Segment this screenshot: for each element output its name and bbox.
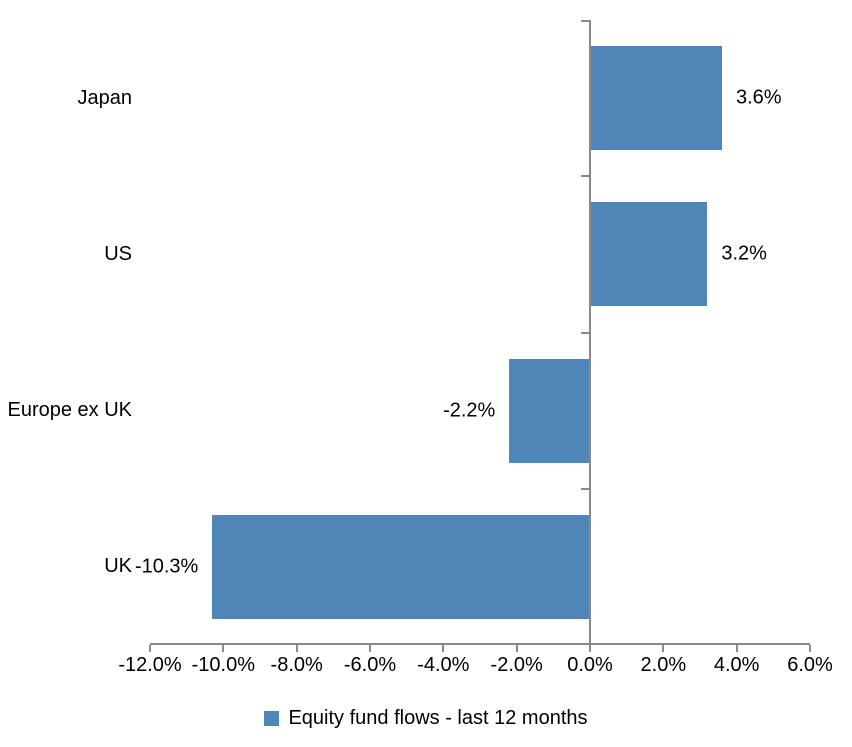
x-axis-tick [809, 645, 811, 652]
x-axis-tick-label: 0.0% [567, 654, 613, 676]
x-axis-tick-label: -6.0% [343, 654, 397, 676]
bar-europe-ex-uk [509, 358, 590, 463]
category-label: Europe ex UK [7, 399, 132, 422]
x-axis-line [150, 643, 810, 645]
x-axis-tick [589, 645, 591, 652]
category-axis: Japan US Europe ex UK UK [0, 20, 132, 645]
zero-axis-line [589, 20, 591, 647]
category-label: Japan [77, 86, 133, 109]
bar-value-label: 3.2% [721, 242, 767, 265]
bar-uk [212, 514, 590, 619]
legend: Equity fund flows - last 12 months [0, 707, 852, 730]
x-axis-tick-label: -2.0% [490, 654, 543, 676]
x-axis-tick [442, 645, 445, 652]
x-axis-tick [735, 645, 738, 652]
bar-us [590, 202, 708, 307]
legend-marker-icon [264, 711, 280, 726]
x-axis-tick [149, 645, 151, 652]
x-axis-tick-label: 2.0% [640, 654, 687, 676]
x-axis-tick-label: -10.0% [191, 654, 256, 676]
x-axis-tick [295, 645, 298, 652]
bar-japan [590, 46, 722, 151]
category-label: US [104, 242, 132, 265]
category-boundary-tick [581, 487, 589, 490]
x-axis-tick-label: 4.0% [713, 654, 760, 676]
x-axis-tick [222, 645, 225, 652]
legend-label: Equity fund flows - last 12 months [288, 707, 588, 729]
bar-value-label: -2.2% [443, 399, 496, 422]
category-boundary-tick [581, 20, 589, 22]
bar-value-label: -10.3% [134, 555, 199, 578]
category-boundary-tick [581, 175, 589, 178]
bar-value-label: 3.6% [736, 86, 782, 109]
category-label: UK [104, 555, 132, 578]
x-axis-tick [662, 645, 665, 652]
category-boundary-tick [581, 331, 589, 334]
x-axis-tick [515, 645, 518, 652]
x-axis-tick-label: -8.0% [270, 654, 323, 676]
x-axis-tick [369, 645, 371, 652]
x-axis-tick-label: -4.0% [417, 654, 470, 676]
x-axis-tick-label: -12.0% [118, 654, 182, 676]
plot-area: -12.0% -10.0% -8.0% -6.0% -4.0% -2.0% 0.… [118, 20, 833, 676]
x-axis-tick-label: 6.0% [787, 654, 833, 676]
